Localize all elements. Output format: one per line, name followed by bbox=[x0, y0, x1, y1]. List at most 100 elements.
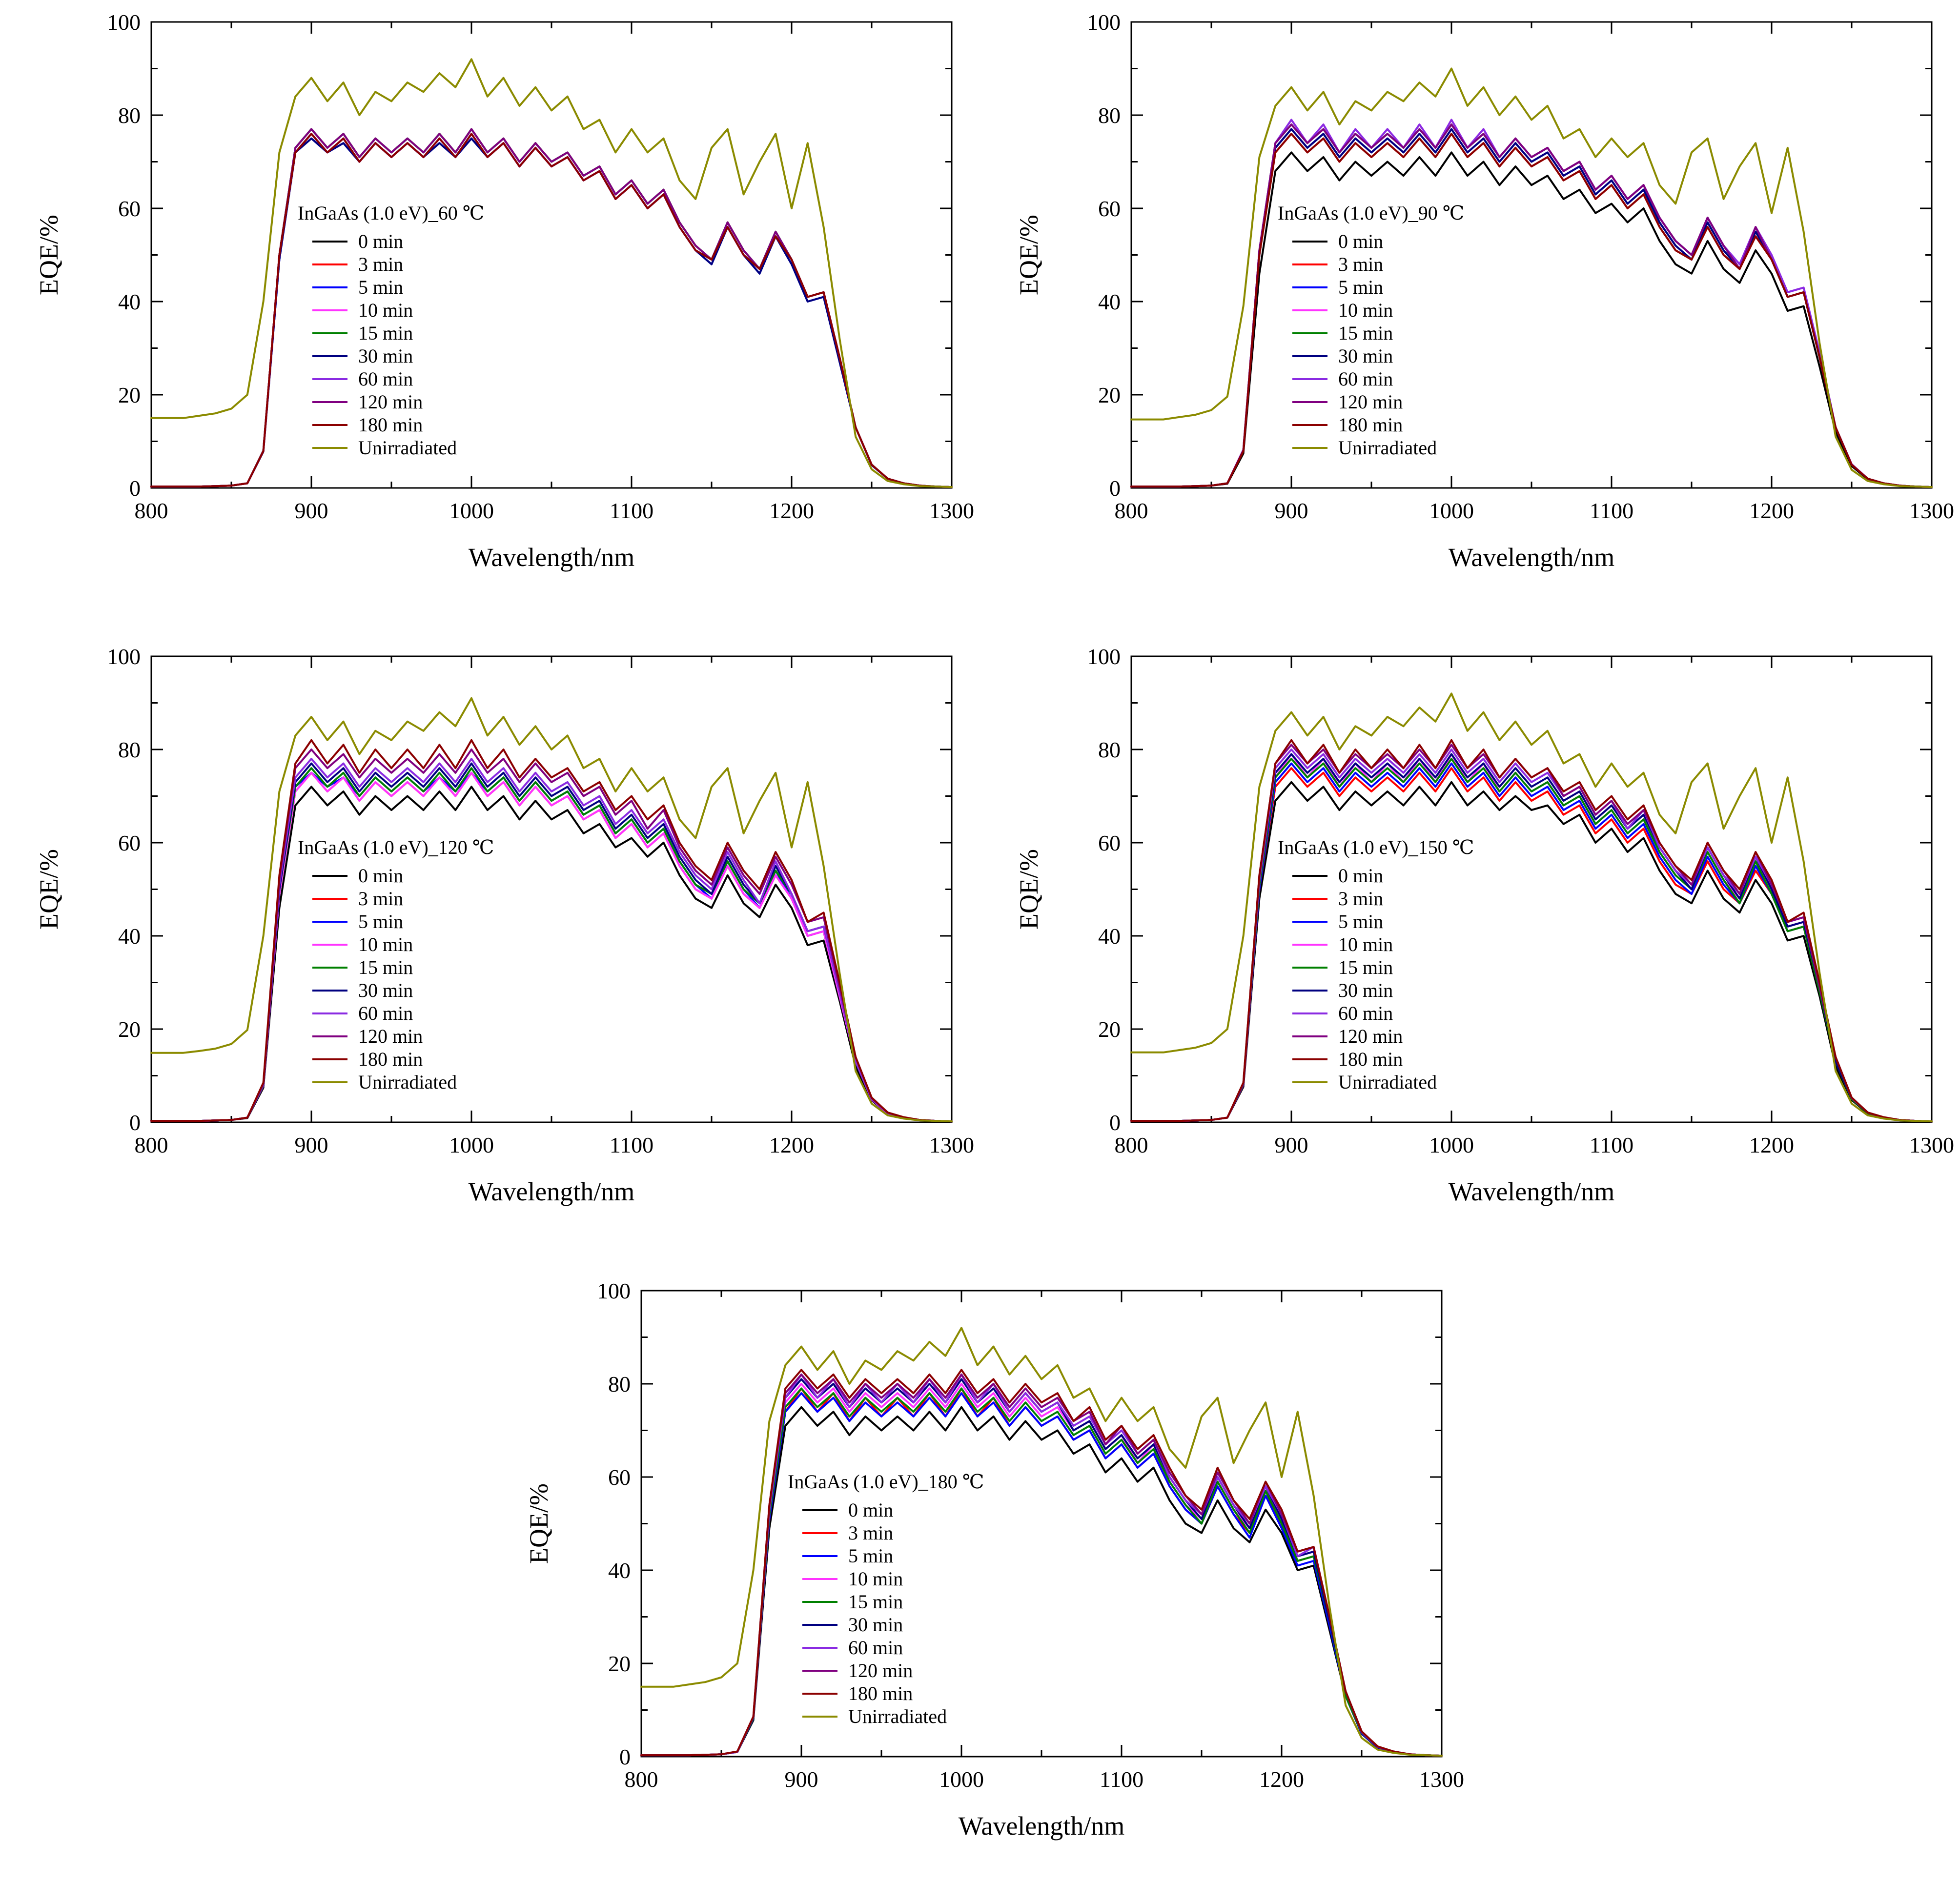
svg-text:900: 900 bbox=[295, 1133, 328, 1157]
series-line-0-min bbox=[150, 128, 953, 488]
x-axis-label: Wavelength/nm bbox=[1449, 543, 1615, 572]
series-line-15-min bbox=[1130, 123, 1933, 488]
series-line-30-min bbox=[640, 1378, 1443, 1757]
legend-label-60-min: 60 min bbox=[1338, 1002, 1393, 1024]
legend-label-60-min: 60 min bbox=[358, 1002, 413, 1024]
svg-text:900: 900 bbox=[1275, 498, 1308, 523]
series-line-0-min bbox=[1130, 151, 1933, 488]
svg-text:100: 100 bbox=[1087, 10, 1121, 35]
svg-text:20: 20 bbox=[1098, 1017, 1121, 1042]
svg-text:1100: 1100 bbox=[1590, 1133, 1633, 1157]
legend-label-10-min: 10 min bbox=[358, 299, 413, 321]
chart-panel-60c: 800 900 1000 1100 1200 1300 0 20 40 60 80 100 Wavele… bbox=[0, 0, 980, 634]
axis-ticks bbox=[1130, 21, 1933, 489]
legend-label-180-min: 180 min bbox=[1338, 414, 1403, 436]
svg-text:1100: 1100 bbox=[1590, 498, 1633, 523]
series-lines bbox=[150, 58, 953, 488]
plot-frame bbox=[1130, 655, 1933, 1123]
axis-ticks bbox=[1130, 655, 1933, 1123]
chart-row-2: 800 900 1000 1100 1200 1300 0 20 40 60 80 100 Wavele… bbox=[0, 634, 1960, 1269]
legend-label-10-min: 10 min bbox=[1338, 933, 1393, 955]
svg-text:100: 100 bbox=[107, 644, 141, 669]
svg-text:1300: 1300 bbox=[929, 1133, 974, 1157]
svg-text:1100: 1100 bbox=[1100, 1767, 1143, 1792]
svg-text:1200: 1200 bbox=[769, 1133, 814, 1157]
legend-label-60-min: 60 min bbox=[848, 1637, 903, 1659]
x-tick-labels: 800 900 1000 1100 1200 1300 bbox=[135, 498, 975, 523]
svg-text:0: 0 bbox=[619, 1744, 631, 1769]
legend-label-60-min: 60 min bbox=[358, 368, 413, 390]
plot-frame bbox=[150, 655, 953, 1123]
svg-text:0: 0 bbox=[1109, 1110, 1121, 1135]
series-line-5-min bbox=[1130, 128, 1933, 488]
svg-text:1300: 1300 bbox=[1909, 1133, 1954, 1157]
svg-text:1100: 1100 bbox=[610, 1133, 653, 1157]
svg-text:1200: 1200 bbox=[1749, 1133, 1794, 1157]
series-line-30-min bbox=[1130, 128, 1933, 488]
svg-text:0: 0 bbox=[129, 1110, 141, 1135]
legend-label-15-min: 15 min bbox=[1338, 956, 1393, 978]
series-line-3-min bbox=[640, 1387, 1443, 1757]
svg-text:800: 800 bbox=[1115, 1133, 1148, 1157]
series-line-5-min bbox=[640, 1392, 1443, 1757]
y-axis-label: EQE/% bbox=[1014, 849, 1043, 930]
x-tick-labels: 800 900 1000 1100 1200 1300 bbox=[135, 1133, 975, 1157]
legend-label-30-min: 30 min bbox=[848, 1614, 903, 1636]
series-line-120-min bbox=[640, 1373, 1443, 1757]
series-line-unirradiated bbox=[150, 58, 953, 488]
svg-text:40: 40 bbox=[118, 289, 141, 314]
series-line-10-min bbox=[1130, 119, 1933, 488]
series-line-3-min bbox=[1130, 133, 1933, 488]
series-lines bbox=[1130, 67, 1933, 488]
series-line-0-min bbox=[1130, 781, 1933, 1123]
legend-label-180-min: 180 min bbox=[848, 1682, 913, 1704]
chart-90c-svg: 800 900 1000 1100 1200 1300 0 20 40 60 80 100 Wavele… bbox=[1014, 10, 1955, 572]
legend-label-120-min: 120 min bbox=[358, 1025, 423, 1047]
y-tick-labels: 0 20 40 60 80 100 bbox=[597, 1278, 631, 1769]
legend-label-unirradiated: Unirradiated bbox=[1338, 437, 1437, 459]
chart-60c-svg: 800 900 1000 1100 1200 1300 0 20 40 60 80 100 Wavele… bbox=[34, 10, 974, 572]
plot-frame bbox=[640, 1290, 1443, 1758]
svg-text:1000: 1000 bbox=[449, 1133, 494, 1157]
legend-label-5-min: 5 min bbox=[1338, 276, 1383, 298]
svg-text:1300: 1300 bbox=[1419, 1767, 1464, 1792]
series-line-unirradiated bbox=[1130, 692, 1933, 1123]
legend-label-0-min: 0 min bbox=[1338, 865, 1383, 887]
svg-text:900: 900 bbox=[785, 1767, 818, 1792]
series-line-15-min bbox=[1130, 758, 1933, 1123]
svg-text:20: 20 bbox=[118, 1017, 141, 1042]
y-axis-label: EQE/% bbox=[34, 215, 63, 295]
svg-text:80: 80 bbox=[118, 737, 141, 762]
series-line-180-min bbox=[1130, 739, 1933, 1123]
series-lines bbox=[640, 1327, 1443, 1757]
series-line-60-min bbox=[1130, 119, 1933, 488]
x-tick-labels: 800 900 1000 1100 1200 1300 bbox=[1115, 498, 1955, 523]
svg-text:1300: 1300 bbox=[929, 498, 974, 523]
y-tick-labels: 0 20 40 60 80 100 bbox=[107, 10, 141, 501]
plot: 800 900 1000 1100 1200 1300 0 20 40 60 80 100 Wavele… bbox=[34, 10, 974, 572]
series-line-unirradiated bbox=[640, 1327, 1443, 1757]
legend-label-30-min: 30 min bbox=[358, 345, 413, 367]
axis-ticks bbox=[640, 1290, 1443, 1758]
svg-text:80: 80 bbox=[118, 103, 141, 128]
series-line-60-min bbox=[640, 1373, 1443, 1757]
legend-label-10-min: 10 min bbox=[1338, 299, 1393, 321]
legend-title: InGaAs (1.0 eV)_150 ℃ bbox=[1278, 836, 1474, 858]
series-line-60-min bbox=[150, 133, 953, 488]
legend-label-3-min: 3 min bbox=[848, 1522, 893, 1544]
svg-text:1200: 1200 bbox=[1749, 498, 1794, 523]
series-line-0-min bbox=[150, 786, 953, 1123]
y-axis-label: EQE/% bbox=[34, 849, 63, 930]
legend-label-5-min: 5 min bbox=[1338, 911, 1383, 932]
plot: 800 900 1000 1100 1200 1300 0 20 40 60 80 100 Wavele… bbox=[1014, 644, 1954, 1206]
svg-text:1300: 1300 bbox=[1909, 498, 1954, 523]
svg-text:900: 900 bbox=[1275, 1133, 1308, 1157]
legend-label-15-min: 15 min bbox=[358, 322, 413, 344]
series-line-15-min bbox=[150, 128, 953, 488]
legend-title: InGaAs (1.0 eV)_60 ℃ bbox=[298, 202, 484, 224]
chart-row-3: 800 900 1000 1100 1200 1300 0 20 40 60 80 100 Wavele… bbox=[0, 1269, 1960, 1903]
